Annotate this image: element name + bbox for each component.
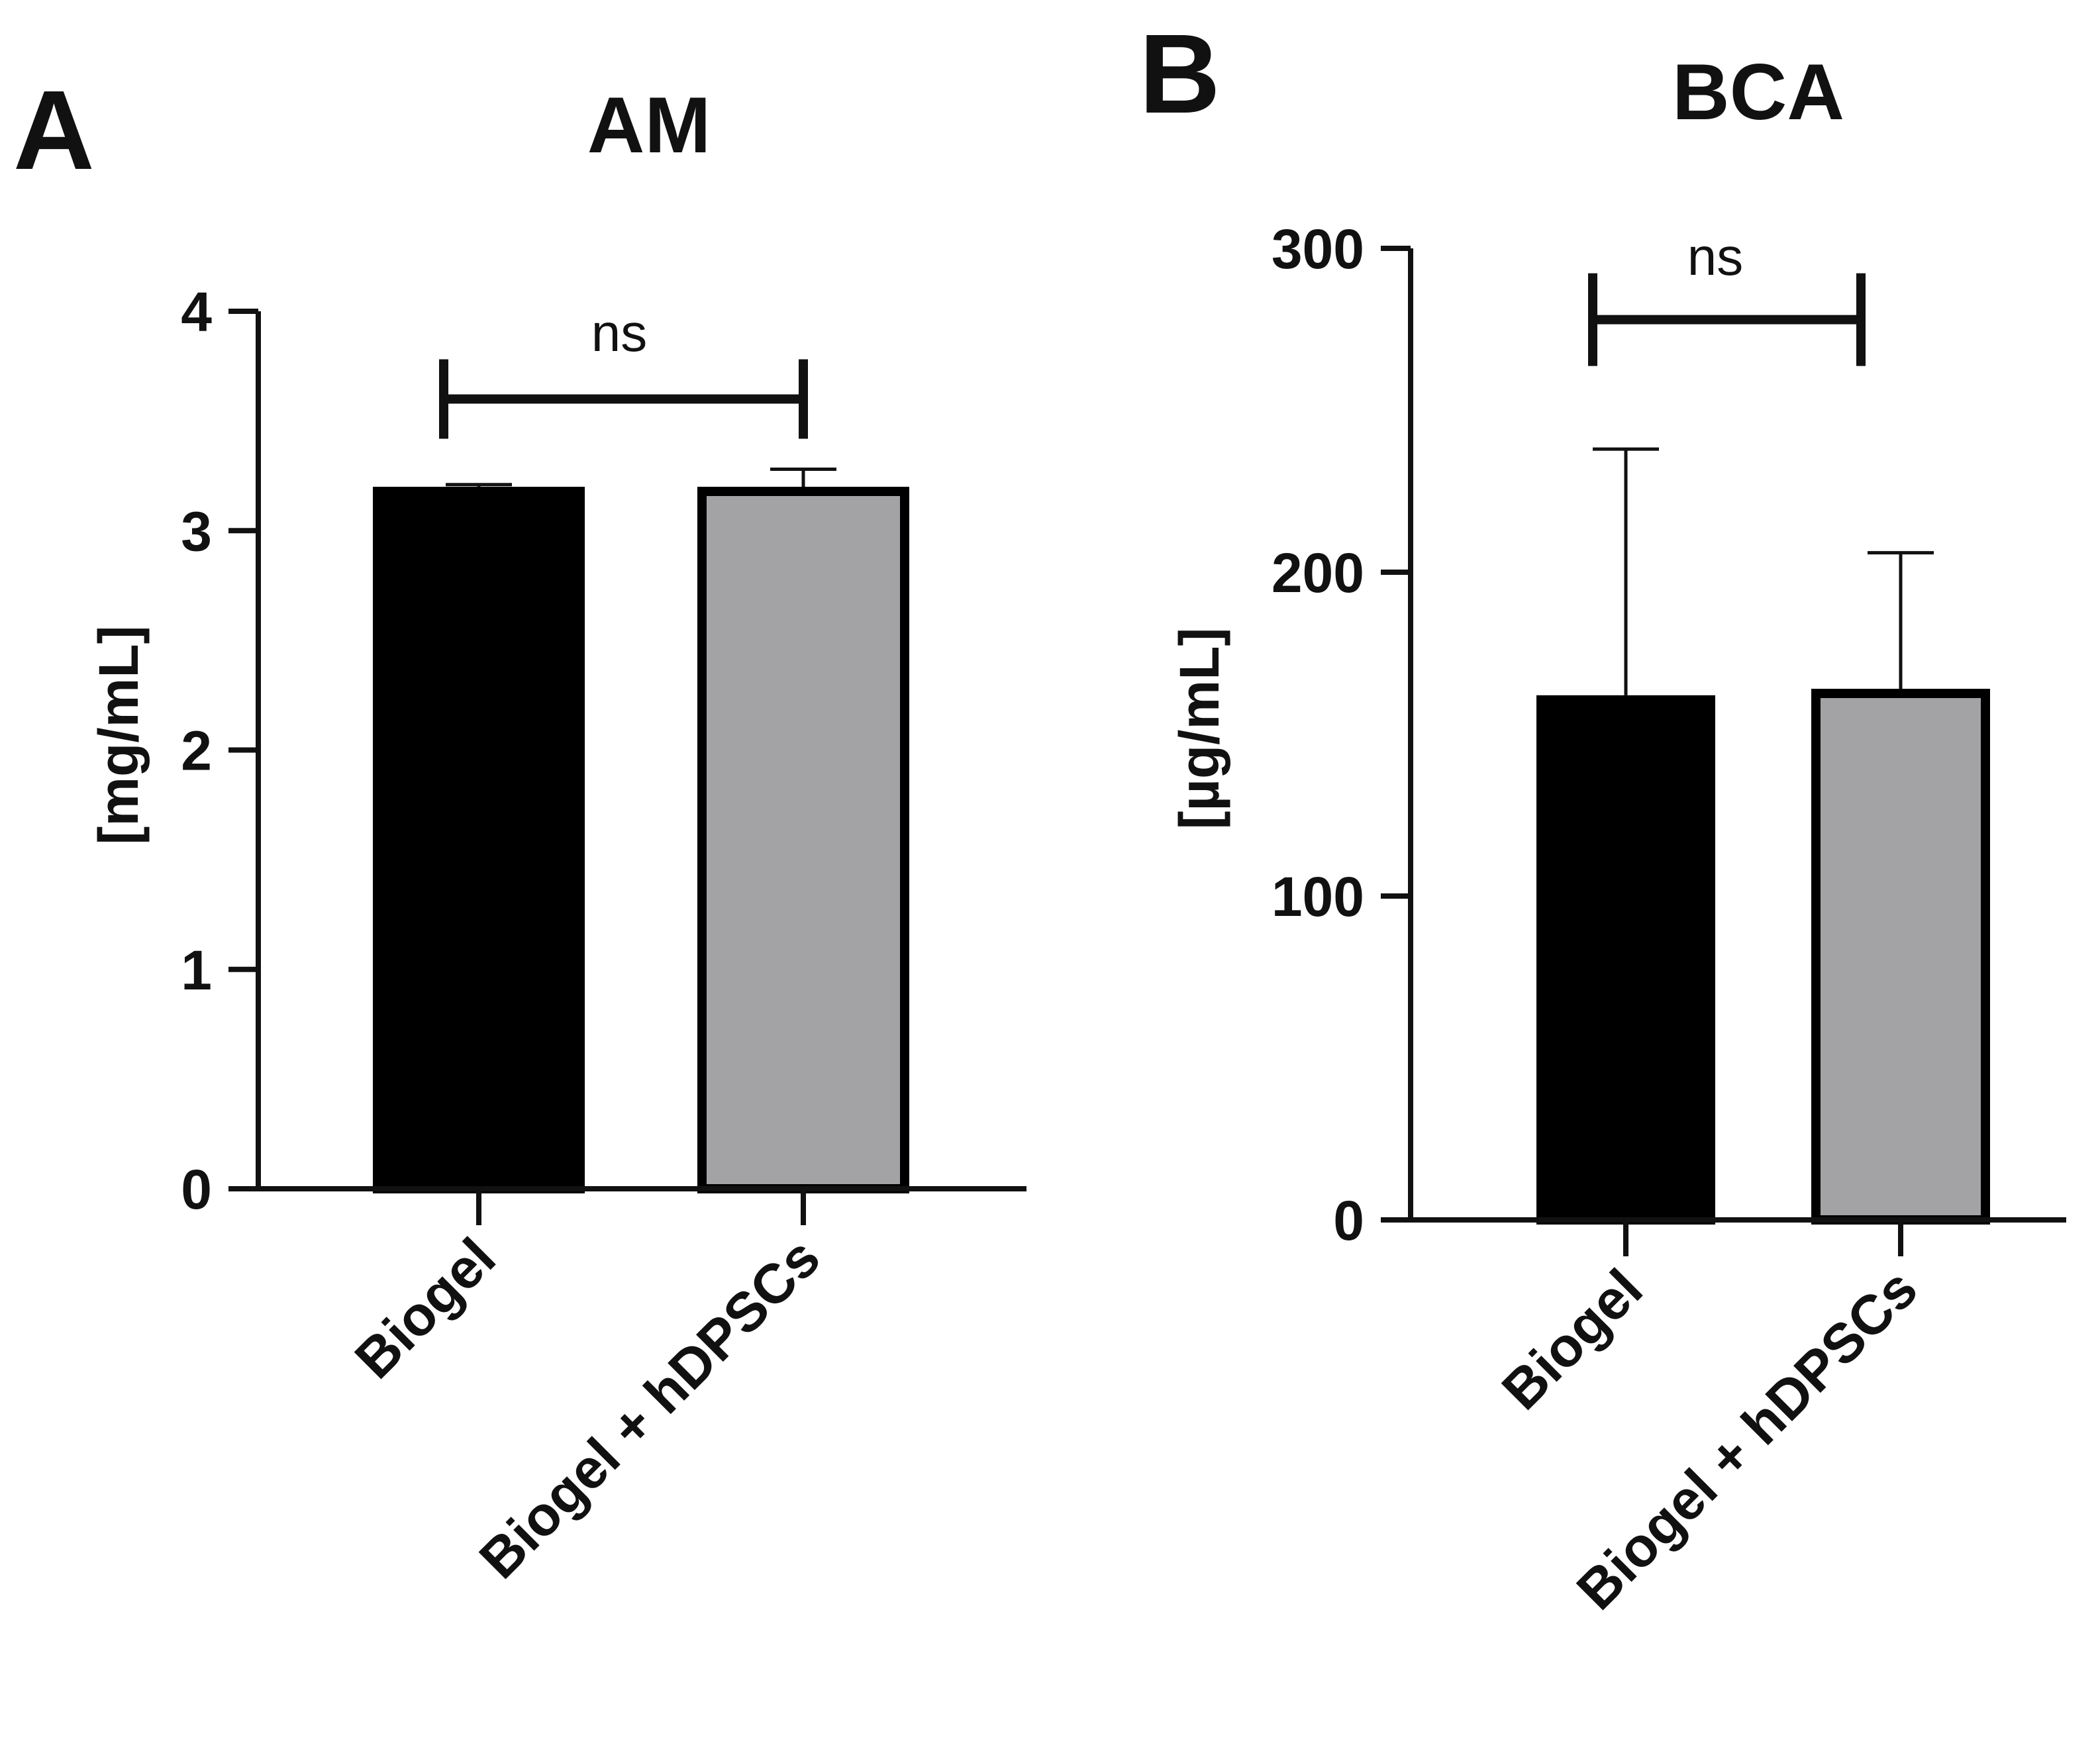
y-axis-label-a: [mg/mL] [87, 625, 150, 844]
x-tick-label-biogel-b: Biogel [1490, 1257, 1654, 1421]
y-tick-label-b-100: 100 [1272, 866, 1364, 928]
y-tick-label-a-2: 2 [181, 720, 212, 782]
panel-letter-b: B [1139, 11, 1221, 137]
bar-a-2 [697, 487, 909, 1193]
significance-label-a: ns [591, 303, 648, 362]
x-tick-label-biogel-a: Biogel [343, 1226, 507, 1390]
bar-a-1 [373, 487, 585, 1193]
significance-label-b: ns [1687, 227, 1744, 286]
y-tick-label-a-3: 3 [181, 500, 212, 562]
y-tick-label-a-4: 4 [181, 281, 212, 343]
y-tick-label-b-300: 300 [1272, 218, 1364, 280]
panel-b: B BCA [µg/mL] ns Biogel Biogel + hDPSCs … [1139, 11, 2066, 1621]
y-tick-label-b-0: 0 [1333, 1189, 1364, 1252]
panel-letter-a: A [13, 68, 95, 193]
y-tick-label-a-0: 0 [181, 1158, 212, 1221]
y-axis-label-b: [µg/mL] [1168, 628, 1230, 830]
chart-title-bca: BCA [1672, 48, 1844, 136]
chart-title-am: AM [587, 81, 711, 170]
panel-a: A AM [mg/mL] ns Biogel Biogel + hDPSCs 0… [13, 68, 1026, 1590]
x-tick-label-biogel-hdpscs-a: Biogel + hDPSCs [468, 1226, 832, 1590]
y-tick-label-b-200: 200 [1272, 542, 1364, 604]
y-tick-label-a-1: 1 [181, 939, 212, 1001]
bar-b-1 [1536, 695, 1715, 1225]
bar-b-2 [1811, 689, 1990, 1225]
